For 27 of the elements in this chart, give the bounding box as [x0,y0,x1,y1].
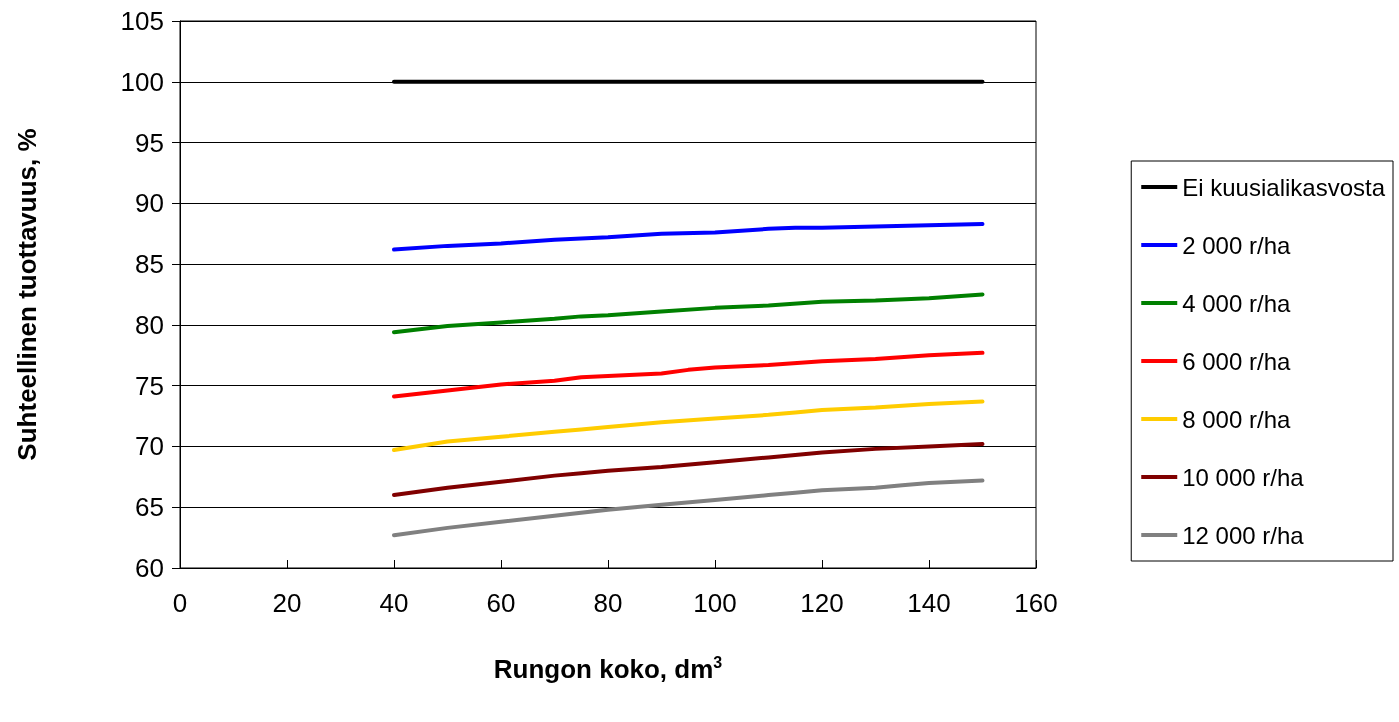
legend-label: 12 000 r/ha [1182,521,1305,549]
y-tick-label: 100 [120,66,164,97]
x-tick-label: 40 [379,588,409,618]
legend-label: 6 000 r/ha [1182,347,1291,375]
x-tick-label: 20 [272,588,302,618]
x-tick-label: 0 [172,588,188,618]
y-tick-label: 75 [135,370,164,401]
x-tick-label: 160 [1014,588,1058,618]
y-axis-title: Suhteellinen tuottavuus, % [12,128,42,461]
x-tick-label: 120 [800,588,844,618]
x-tick-label: 100 [693,588,737,618]
y-tick-label: 60 [135,553,164,583]
x-tick-label: 140 [907,588,951,618]
y-tick-label: 65 [135,492,164,523]
y-tick-label: 80 [135,309,164,340]
y-tick-label: 90 [135,188,164,219]
y-tick-label: 70 [135,431,164,462]
legend-label: Ei kuusialikasvosta [1182,173,1386,201]
x-tick-label: 80 [593,588,623,618]
y-tick-label: 85 [135,249,164,280]
y-tick-label: 105 [120,6,164,36]
legend-label: 8 000 r/ha [1182,405,1291,433]
y-tick-label: 95 [135,127,164,158]
legend-label: 10 000 r/ha [1182,463,1305,491]
legend-label: 2 000 r/ha [1182,231,1291,259]
legend-label: 4 000 r/ha [1182,289,1291,317]
x-tick-label: 60 [486,588,516,618]
